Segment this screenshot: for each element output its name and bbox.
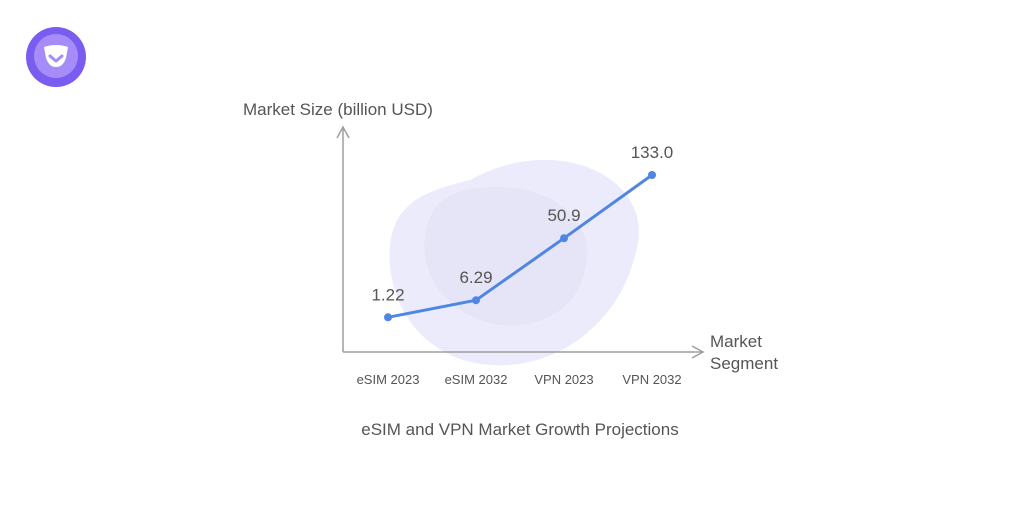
background-blob-inner [424,186,588,326]
x-axis-label-line-1: Market [710,332,762,351]
chart-title: eSIM and VPN Market Growth Projections [361,420,678,439]
x-axis-label-line-2: Segment [710,354,778,373]
y-axis-arrow [336,125,350,139]
data-point-2 [560,234,568,243]
x-axis-arrow [691,345,705,359]
data-point-1 [472,296,480,305]
data-label-2: 50.9 [547,206,580,225]
x-tick-label-2: VPN 2023 [534,372,593,387]
y-axis-label: Market Size (billion USD) [243,100,433,119]
data-label-3: 133.0 [631,143,674,162]
x-tick-label-0: eSIM 2023 [357,372,420,387]
data-label-0: 1.22 [371,285,404,304]
shield-logo-icon [26,27,86,87]
x-tick-label-1: eSIM 2032 [445,372,508,387]
x-tick-label-3: VPN 2032 [622,372,681,387]
data-point-3 [648,171,656,179]
data-label-1: 6.29 [459,268,492,287]
data-point-0 [384,313,392,322]
series-line [386,173,654,319]
